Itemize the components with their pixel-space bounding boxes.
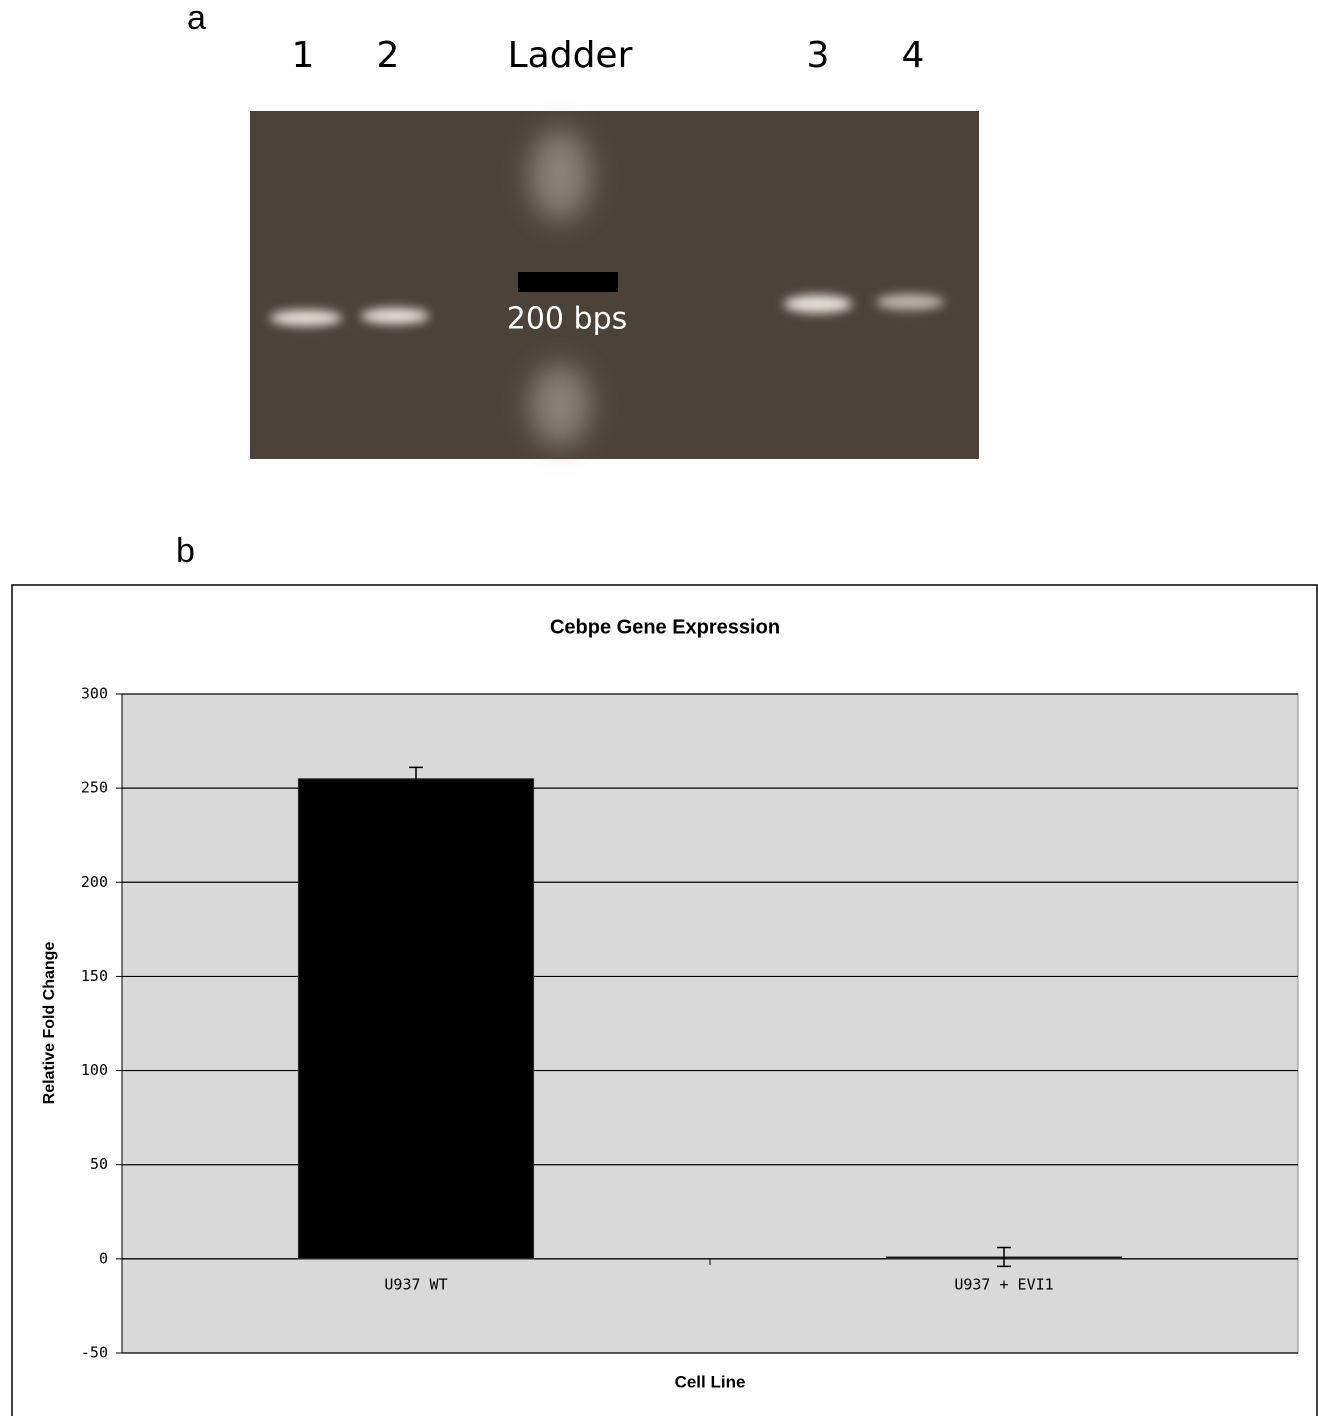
- lane-label: 4: [902, 35, 925, 76]
- marker-label: 200 bps: [507, 302, 628, 337]
- lane-label: Ladder: [508, 35, 633, 76]
- x-axis-label: Cell Line: [675, 1372, 746, 1391]
- y-tick-label: -50: [81, 1344, 108, 1362]
- x-tick-label: U937 WT: [384, 1275, 447, 1293]
- y-tick-label: 150: [81, 967, 108, 985]
- panel-label: b: [176, 532, 195, 570]
- marker-bar: [518, 272, 618, 292]
- bar: [298, 779, 533, 1259]
- y-tick-label: 300: [81, 685, 108, 703]
- panel-label: a: [187, 0, 206, 37]
- lane-label: 2: [377, 35, 400, 76]
- lane-label: 3: [807, 35, 830, 76]
- lane-label: 1: [292, 35, 315, 76]
- y-tick-label: 250: [81, 779, 108, 797]
- figure: a 1 2 Ladder 3 4 200 bps b Cebpe Gene Ex…: [0, 0, 1318, 1416]
- y-tick-label: 100: [81, 1061, 108, 1079]
- y-tick-label: 50: [90, 1155, 108, 1173]
- y-tick-label: 200: [81, 873, 108, 891]
- x-tick-label: U937 + EVI1: [954, 1275, 1053, 1293]
- y-tick-label: 0: [99, 1249, 108, 1267]
- y-axis-label: Relative Fold Change: [41, 942, 58, 1105]
- chart-title: Cebpe Gene Expression: [550, 616, 780, 638]
